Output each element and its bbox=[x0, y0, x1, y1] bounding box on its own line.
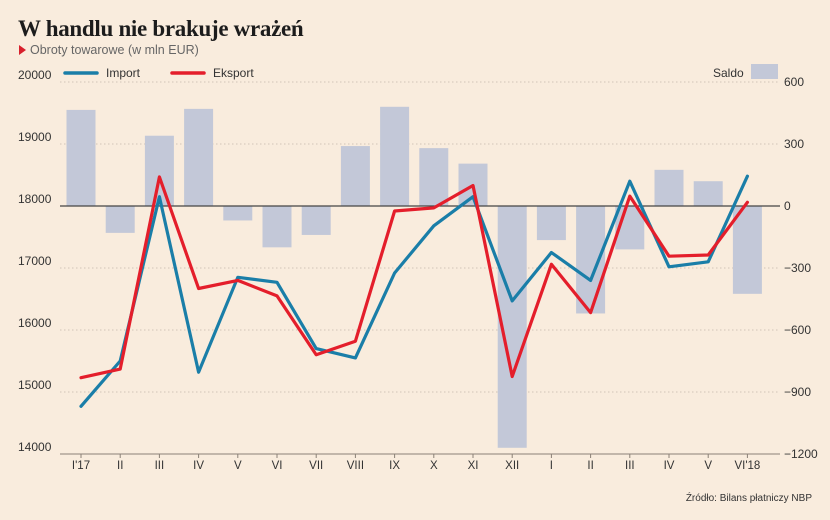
y-left-tick-label: 20000 bbox=[18, 68, 52, 82]
series-lines bbox=[79, 174, 750, 408]
y-left-tick-label: 18000 bbox=[18, 192, 52, 206]
saldo-bar bbox=[223, 206, 253, 221]
import-point bbox=[315, 347, 318, 350]
x-tick-label: XI bbox=[468, 460, 479, 472]
y-left-tick-label: 14000 bbox=[18, 440, 52, 454]
eksport-point bbox=[550, 263, 553, 266]
eksport-point bbox=[79, 376, 83, 379]
y-left-tick-label: 19000 bbox=[18, 130, 52, 144]
eksport-point bbox=[471, 184, 475, 187]
import-point bbox=[589, 279, 592, 282]
x-tick-label: IV bbox=[664, 460, 675, 472]
eksport-point bbox=[628, 194, 631, 198]
x-axis: I'17 II III IV V VI VII VIII IX X XI XII I II III IV V VI… bbox=[60, 453, 780, 472]
x-tick-label: VI bbox=[272, 460, 283, 472]
x-tick-label: I bbox=[550, 460, 553, 472]
eksport-point bbox=[275, 294, 279, 298]
y-right-tick-label: 0 bbox=[784, 199, 791, 213]
saldo-bar bbox=[536, 206, 566, 241]
y-left-tick-label: 16000 bbox=[18, 316, 52, 330]
x-tick-label: IV bbox=[193, 460, 204, 472]
eksport-point bbox=[158, 175, 161, 179]
y-right-tick-label: 600 bbox=[784, 75, 804, 89]
saldo-bar bbox=[340, 146, 370, 206]
y-axis-left: 20000 19000 18000 17000 16000 15000 14000 bbox=[18, 68, 52, 454]
x-tick-label: V bbox=[234, 460, 242, 472]
saldo-bar bbox=[105, 206, 135, 233]
chart-subtitle: Obroty towarowe (w mln EUR) bbox=[19, 43, 199, 57]
legend-saldo-label: Saldo bbox=[713, 66, 744, 80]
x-tick-label: VI'18 bbox=[734, 460, 760, 472]
import-point bbox=[354, 356, 357, 360]
subtitle-text: Obroty towarowe (w mln EUR) bbox=[30, 43, 199, 57]
x-tick-label: VII bbox=[309, 460, 323, 472]
import-point bbox=[550, 251, 553, 254]
import-line bbox=[79, 174, 750, 408]
x-tick-label: IX bbox=[389, 460, 400, 472]
eksport-point bbox=[589, 311, 592, 314]
y-left-tick-label: 17000 bbox=[18, 254, 52, 268]
legend-eksport-label: Eksport bbox=[213, 66, 254, 80]
eksport-point bbox=[432, 206, 435, 210]
import-point bbox=[275, 281, 279, 284]
x-tick-label: I'17 bbox=[72, 460, 90, 472]
x-tick-label: II bbox=[117, 460, 123, 472]
eksport-point bbox=[354, 339, 357, 343]
y-right-tick-label: −900 bbox=[784, 385, 811, 399]
saldo-bar bbox=[301, 206, 331, 235]
import-point bbox=[236, 276, 239, 279]
saldo-bar bbox=[262, 206, 292, 248]
import-point bbox=[746, 175, 749, 178]
x-tick-label: VIII bbox=[347, 460, 364, 472]
x-tick-label: XII bbox=[505, 460, 519, 472]
import-point bbox=[628, 180, 631, 183]
import-point bbox=[432, 224, 435, 228]
y-left-tick-label: 15000 bbox=[18, 378, 52, 392]
triangle-marker-icon bbox=[19, 45, 26, 55]
saldo-bar bbox=[732, 206, 762, 294]
saldo-bars bbox=[66, 106, 762, 448]
eksport-point bbox=[707, 253, 710, 257]
saldo-bar bbox=[654, 169, 684, 206]
source-note: Źródło: Bilans płatniczy NBP bbox=[685, 493, 812, 504]
import-point bbox=[707, 260, 710, 263]
eksport-point bbox=[236, 279, 239, 282]
import-point bbox=[79, 405, 83, 408]
saldo-bar bbox=[380, 106, 410, 206]
saldo-bar bbox=[144, 135, 174, 206]
eksport-point bbox=[197, 287, 200, 290]
x-tick-label: X bbox=[430, 460, 438, 472]
chart-title: W handlu nie brakuje wrażeń bbox=[18, 16, 304, 41]
eksport-point bbox=[746, 201, 749, 204]
x-tick-label: II bbox=[587, 460, 593, 472]
legend-import-label: Import bbox=[106, 66, 141, 80]
y-axis-right: 600 300 0 −300 −600 −900 −1200 bbox=[784, 75, 818, 461]
import-point bbox=[197, 370, 200, 374]
legend: Import Eksport Saldo bbox=[63, 64, 778, 80]
x-tick-label: III bbox=[155, 460, 165, 472]
import-point bbox=[667, 265, 671, 268]
saldo-bar bbox=[693, 181, 723, 206]
saldo-bar bbox=[66, 109, 96, 206]
y-right-tick-label: −600 bbox=[784, 323, 811, 337]
eksport-point bbox=[393, 209, 396, 213]
x-tick-label: V bbox=[704, 460, 712, 472]
y-right-tick-label: −300 bbox=[784, 261, 811, 275]
import-point bbox=[511, 299, 514, 303]
eksport-point bbox=[511, 375, 514, 378]
y-right-tick-label: −1200 bbox=[784, 447, 818, 461]
y-right-tick-label: 300 bbox=[784, 137, 804, 151]
import-point bbox=[158, 195, 161, 198]
import-point bbox=[393, 271, 396, 275]
saldo-bar bbox=[576, 206, 606, 314]
legend-saldo-swatch bbox=[751, 64, 778, 79]
eksport-point bbox=[667, 255, 671, 258]
saldo-bar bbox=[184, 108, 214, 206]
eksport-point bbox=[315, 353, 318, 356]
x-tick-label: III bbox=[625, 460, 635, 472]
saldo-bar bbox=[419, 148, 449, 206]
eksport-line bbox=[79, 175, 750, 380]
eksport-point bbox=[119, 367, 122, 371]
